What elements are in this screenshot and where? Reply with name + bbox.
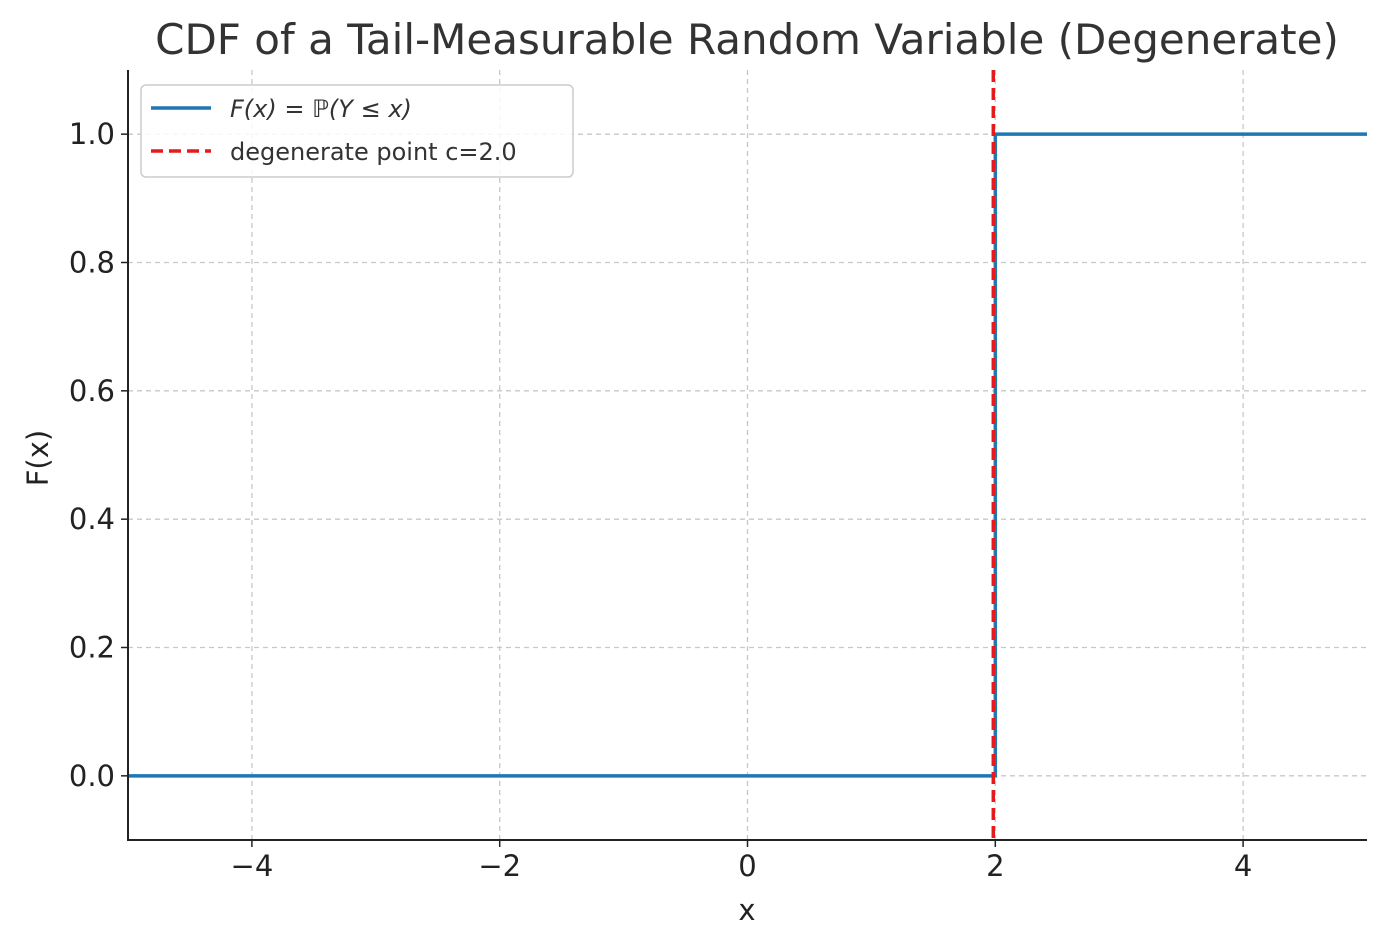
series-line-0 [128,132,1367,778]
y-tick-label-5: 1.0 [69,117,115,151]
y-tick-label-1: 0.2 [69,631,115,665]
legend: F(x) = ℙ(Y ≤ x) degenerate point c=2.0 [140,84,574,178]
y-axis-label: F(x) [21,430,55,486]
legend-label-cdf: F(x) = ℙ(Y ≤ x) [230,95,412,123]
grid [128,70,1367,840]
legend-label-degenerate-point: degenerate point c=2.0 [230,138,517,166]
tick-labels: −4 −2 0 2 4 0.0 0.2 0.4 0.6 0.8 1.0 [69,117,1252,883]
y-tick-label-3: 0.6 [69,374,115,408]
x-tick-label-3: 2 [986,849,1004,883]
x-axis-label: x [738,893,755,927]
x-tick-label-2: 0 [738,849,756,883]
y-tick-label-0: 0.0 [69,759,115,793]
y-tick-label-2: 0.4 [69,502,115,536]
chart-title: CDF of a Tail-Measurable Random Variable… [155,15,1339,64]
x-tick-label-0: −4 [231,849,274,883]
legend-box [140,84,574,178]
y-tick-label-4: 0.8 [69,246,115,280]
x-tick-label-1: −2 [478,849,521,883]
axes [121,70,1367,847]
plot-area [128,70,1367,840]
x-tick-label-4: 4 [1234,849,1252,883]
